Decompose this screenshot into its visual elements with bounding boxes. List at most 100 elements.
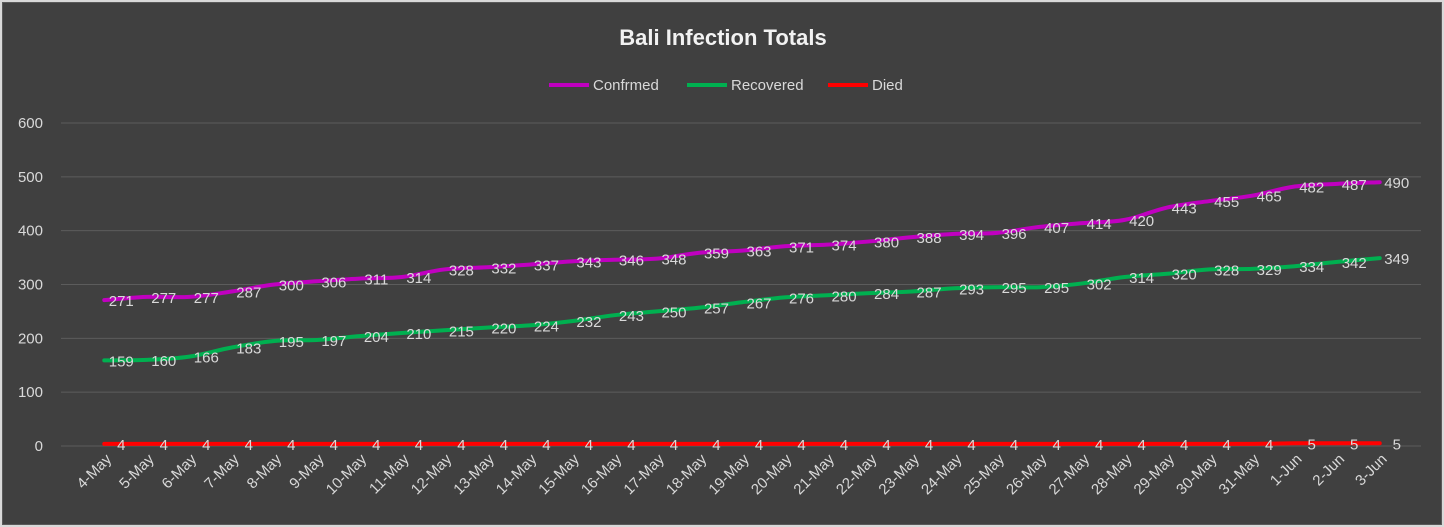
data-label: 195: [279, 334, 304, 351]
x-axis-ticks: 4-May 5-May 6-May 7-May 8-May 9-May10-May11-M…: [74, 450, 1391, 498]
data-label: 220: [491, 321, 516, 338]
x-tick-label: 11-May: [366, 450, 413, 497]
x-tick-label: 2-Jun: [1309, 451, 1348, 490]
data-label: 314: [1129, 270, 1154, 287]
data-label: 4: [1010, 437, 1018, 454]
data-label: 4: [287, 437, 295, 454]
data-label: 490: [1384, 175, 1409, 192]
legend-label: Died: [872, 77, 903, 94]
data-label: 4: [840, 437, 848, 454]
data-label: 4: [585, 437, 593, 454]
x-tick-label: 5-May: [116, 450, 158, 492]
data-labels: 271 277 277 287 300 306 311 314 328 332 337 343 346 3…: [109, 175, 1410, 454]
data-label: 280: [832, 288, 857, 305]
data-label: 380: [874, 234, 899, 251]
data-label: 349: [1384, 251, 1409, 268]
data-label: 295: [1002, 280, 1027, 297]
data-label: 160: [151, 353, 176, 370]
data-label: 388: [917, 230, 942, 247]
y-axis-ticks: 0 100 200 300 400 500 600: [18, 115, 43, 455]
data-label: 343: [576, 254, 601, 271]
y-tick-label: 0: [35, 438, 43, 455]
data-label: 257: [704, 301, 729, 318]
data-label: 4: [202, 437, 210, 454]
data-label: 420: [1129, 213, 1154, 230]
data-label: 371: [789, 239, 814, 256]
data-label: 4: [372, 437, 380, 454]
data-label: 4: [1180, 437, 1188, 454]
x-tick-label: 10-May: [323, 450, 371, 498]
y-tick-label: 500: [18, 169, 43, 186]
data-label: 4: [1137, 437, 1145, 454]
data-label: 328: [1214, 262, 1239, 279]
data-label: 4: [1052, 437, 1060, 454]
data-label: 332: [491, 260, 516, 277]
data-label: 4: [967, 437, 975, 454]
data-label: 306: [321, 274, 346, 291]
x-tick-label: 31-May: [1216, 450, 1264, 498]
data-label: 337: [534, 258, 559, 275]
data-label: 4: [160, 437, 168, 454]
data-label: 284: [874, 286, 899, 303]
data-label: 328: [449, 262, 474, 279]
x-tick-label: 22-May: [833, 450, 881, 498]
data-label: 487: [1342, 177, 1367, 194]
x-tick-label: 28-May: [1088, 450, 1136, 498]
data-label: 4: [330, 437, 338, 454]
data-label: 232: [576, 314, 601, 331]
legend: Confrmed Recovered Died: [549, 77, 903, 94]
legend-label: Recovered: [731, 77, 804, 94]
data-label: 374: [832, 238, 857, 255]
data-label: 311: [364, 272, 388, 289]
data-label: 295: [1044, 280, 1069, 297]
data-label: 183: [236, 340, 261, 357]
x-tick-label: 4-May: [74, 450, 116, 492]
x-tick-label: 15-May: [535, 450, 583, 498]
data-label: 346: [619, 253, 644, 270]
data-label: 224: [534, 318, 559, 335]
x-tick-label: 24-May: [918, 450, 966, 498]
data-label: 276: [789, 290, 814, 307]
data-label: 314: [406, 270, 431, 287]
data-label: 197: [321, 333, 346, 350]
data-label: 210: [406, 326, 431, 343]
series-lines: [102, 180, 1382, 446]
y-tick-label: 400: [18, 223, 43, 240]
data-label: 4: [500, 437, 508, 454]
series-line: [102, 441, 1382, 446]
data-label: 293: [959, 281, 984, 298]
data-label: 396: [1002, 226, 1027, 243]
data-label: 204: [364, 329, 389, 346]
x-tick-label: 6-May: [159, 450, 201, 492]
data-label: 4: [117, 437, 125, 454]
data-label: 4: [245, 437, 253, 454]
data-label: 287: [917, 284, 942, 301]
data-label: 243: [619, 308, 644, 325]
data-label: 4: [1223, 437, 1231, 454]
x-tick-label: 29-May: [1131, 450, 1179, 498]
data-label: 407: [1044, 220, 1069, 237]
x-tick-label: 25-May: [961, 450, 1009, 498]
data-label: 250: [661, 304, 686, 321]
data-label: 267: [746, 295, 771, 312]
x-tick-label: 17-May: [620, 450, 668, 498]
data-label: 443: [1172, 201, 1197, 218]
x-tick-label: 13-May: [450, 450, 498, 498]
x-tick-label: 30-May: [1173, 450, 1221, 498]
line-chart: Bali Infection Totals Confrmed Recovered D…: [18, 25, 1421, 498]
chart-title: Bali Infection Totals: [619, 25, 826, 50]
x-tick-label: 18-May: [663, 450, 711, 498]
x-tick-label: 7-May: [201, 450, 243, 492]
data-label: 300: [279, 278, 304, 295]
y-tick-label: 200: [18, 330, 43, 347]
data-label: 482: [1299, 180, 1324, 197]
data-label: 215: [449, 323, 474, 340]
data-label: 414: [1087, 216, 1112, 233]
data-label: 4: [1265, 437, 1273, 454]
y-tick-label: 600: [18, 115, 43, 132]
data-label: 455: [1214, 194, 1239, 211]
data-label: 302: [1087, 276, 1112, 293]
data-label: 348: [661, 252, 686, 269]
x-tick-label: 12-May: [408, 450, 456, 498]
